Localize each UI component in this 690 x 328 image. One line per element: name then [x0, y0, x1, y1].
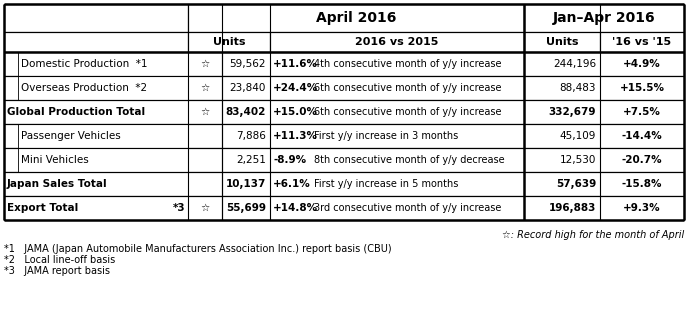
Text: ☆: ☆ [200, 107, 210, 117]
Text: -14.4%: -14.4% [622, 131, 662, 141]
Text: ☆: ☆ [200, 83, 210, 93]
Text: Passenger Vehicles: Passenger Vehicles [21, 131, 121, 141]
Text: Domestic Production  *1: Domestic Production *1 [21, 59, 148, 69]
Text: 88,483: 88,483 [560, 83, 596, 93]
Bar [188, 32, 270, 52]
Bar [4, 124, 684, 148]
Text: +15.5%: +15.5% [620, 83, 664, 93]
Bar [600, 32, 684, 52]
Bar [18, 124, 188, 148]
Text: 3rd consecutive month of y/y increase: 3rd consecutive month of y/y increase [314, 203, 502, 213]
Bar [18, 76, 188, 100]
Text: 55,699: 55,699 [226, 203, 266, 213]
Text: 10,137: 10,137 [226, 179, 266, 189]
Text: ☆: ☆ [200, 59, 210, 69]
Bar [4, 196, 684, 220]
Bar [18, 148, 188, 172]
Text: *2   Local line-off basis: *2 Local line-off basis [4, 255, 115, 265]
Text: Global Production Total: Global Production Total [7, 107, 145, 117]
Bar [4, 148, 684, 172]
Text: +24.4%: +24.4% [273, 83, 318, 93]
Bar [188, 4, 524, 32]
Text: 6th consecutive month of y/y increase: 6th consecutive month of y/y increase [314, 83, 502, 93]
Text: 57,639: 57,639 [555, 179, 596, 189]
Text: 45,109: 45,109 [560, 131, 596, 141]
Text: Jan–Apr 2016: Jan–Apr 2016 [553, 11, 656, 25]
Text: -20.7%: -20.7% [622, 155, 662, 165]
Text: 59,562: 59,562 [230, 59, 266, 69]
Bar [18, 52, 188, 76]
Text: 4th consecutive month of y/y increase: 4th consecutive month of y/y increase [314, 59, 502, 69]
Text: Units: Units [546, 37, 578, 47]
Text: +6.1%: +6.1% [273, 179, 310, 189]
Text: *1   JAMA (Japan Automobile Manufacturers Association Inc.) report basis (CBU): *1 JAMA (Japan Automobile Manufacturers … [4, 244, 392, 254]
Text: 8th consecutive month of y/y decrease: 8th consecutive month of y/y decrease [314, 155, 504, 165]
Text: -15.8%: -15.8% [622, 179, 662, 189]
Text: Mini Vehicles: Mini Vehicles [21, 155, 89, 165]
Text: 23,840: 23,840 [230, 83, 266, 93]
Text: Units: Units [213, 37, 245, 47]
Text: +14.8%: +14.8% [273, 203, 318, 213]
Bar [4, 100, 684, 124]
Text: Japan Sales Total: Japan Sales Total [7, 179, 108, 189]
Text: First y/y increase in 3 months: First y/y increase in 3 months [314, 131, 458, 141]
Text: +15.0%: +15.0% [273, 107, 318, 117]
Text: *3: *3 [172, 203, 185, 213]
Bar [4, 32, 188, 52]
Bar [4, 172, 684, 196]
Text: April 2016: April 2016 [316, 11, 396, 25]
Text: +11.3%: +11.3% [273, 131, 318, 141]
Text: 2,251: 2,251 [236, 155, 266, 165]
Text: ☆: Record high for the month of April: ☆: Record high for the month of April [502, 230, 684, 240]
Text: *3   JAMA report basis: *3 JAMA report basis [4, 266, 110, 276]
Text: Overseas Production  *2: Overseas Production *2 [21, 83, 147, 93]
Text: '16 vs '15: '16 vs '15 [613, 37, 671, 47]
Text: +9.3%: +9.3% [623, 203, 661, 213]
Text: +7.5%: +7.5% [623, 107, 661, 117]
Text: First y/y increase in 5 months: First y/y increase in 5 months [314, 179, 458, 189]
Text: 6th consecutive month of y/y increase: 6th consecutive month of y/y increase [314, 107, 502, 117]
Text: 196,883: 196,883 [549, 203, 596, 213]
Text: 332,679: 332,679 [549, 107, 596, 117]
Bar [524, 4, 684, 32]
Bar [270, 32, 524, 52]
Text: ☆: ☆ [200, 203, 210, 213]
Bar [4, 4, 188, 32]
Text: 244,196: 244,196 [553, 59, 596, 69]
Text: -8.9%: -8.9% [273, 155, 306, 165]
Bar [524, 32, 600, 52]
Text: 12,530: 12,530 [560, 155, 596, 165]
Text: +4.9%: +4.9% [623, 59, 661, 69]
Text: 7,886: 7,886 [236, 131, 266, 141]
Text: 83,402: 83,402 [226, 107, 266, 117]
Bar [4, 52, 684, 76]
Text: Export Total: Export Total [7, 203, 78, 213]
Text: 2016 vs 2015: 2016 vs 2015 [355, 37, 439, 47]
Bar [4, 76, 684, 100]
Text: +11.6%: +11.6% [273, 59, 318, 69]
Bar [4, 4, 684, 220]
